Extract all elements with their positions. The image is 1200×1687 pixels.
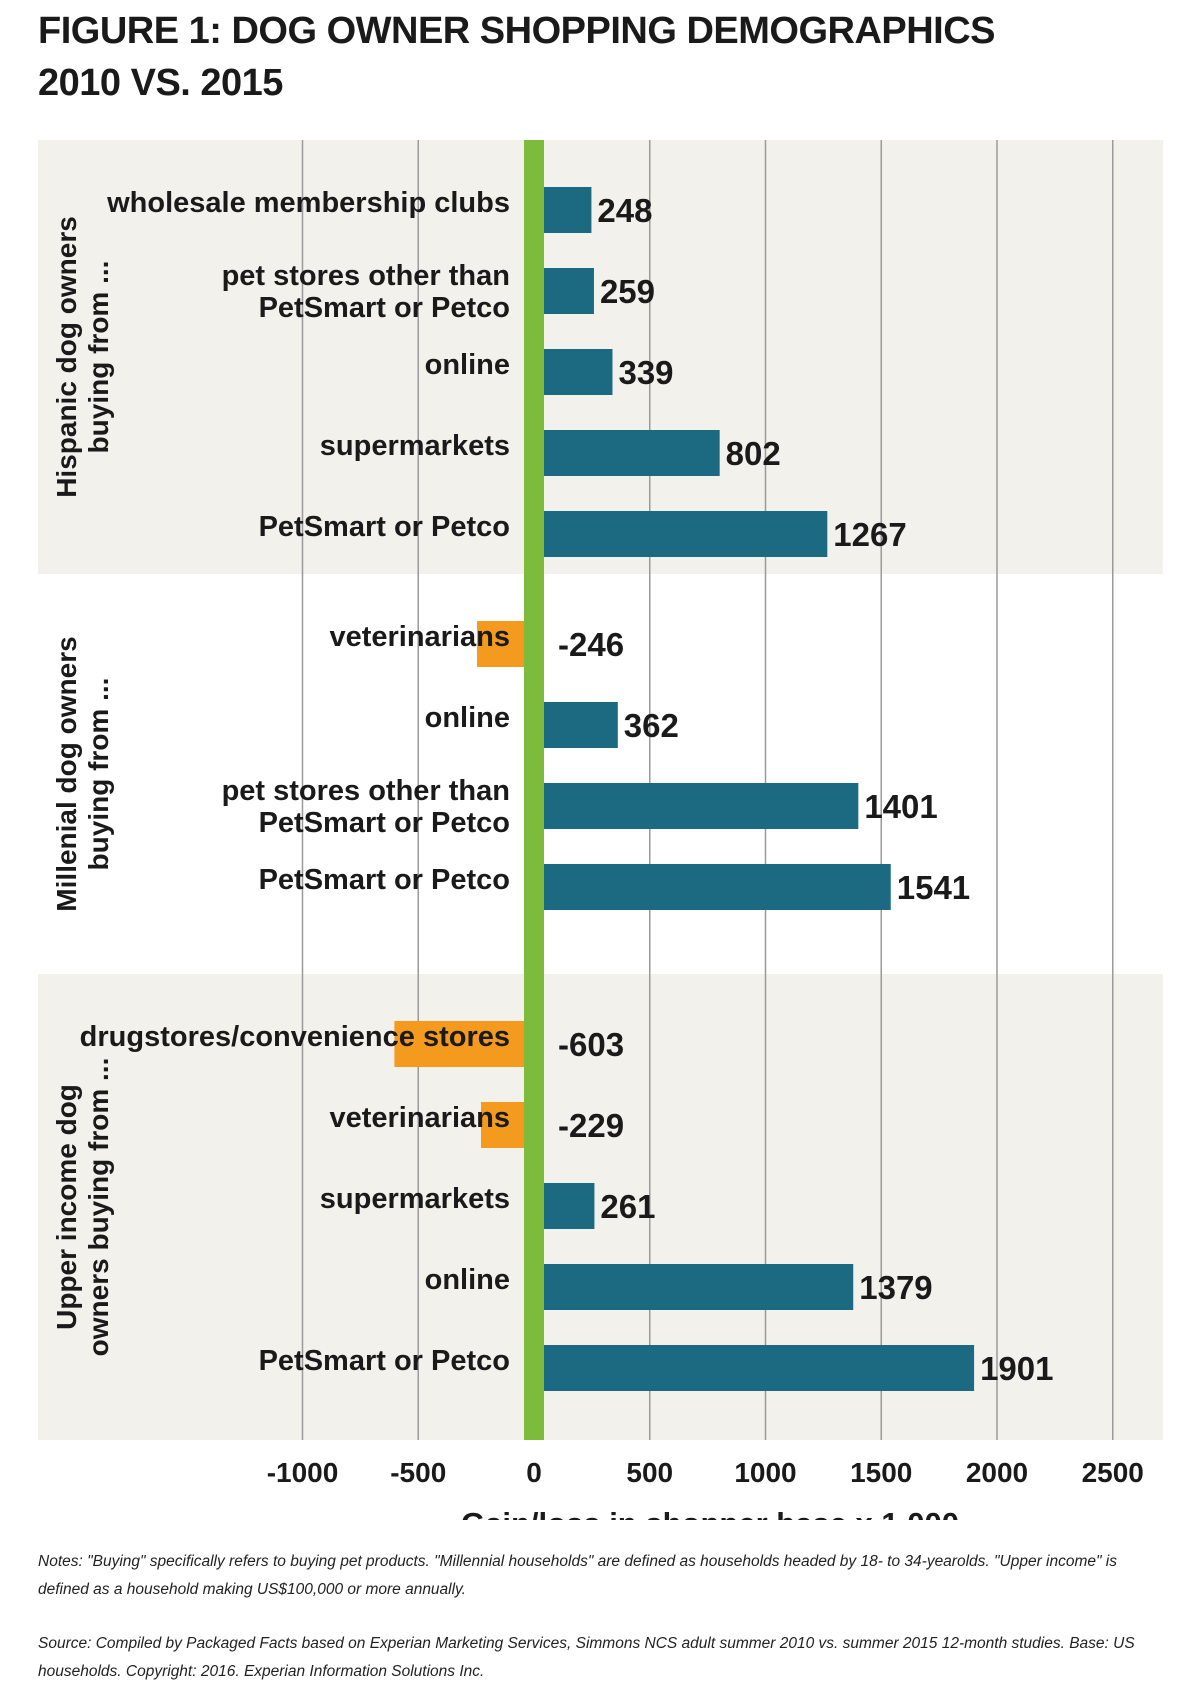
value-label-0-0: 248 — [597, 192, 652, 229]
value-label-2-4: 1901 — [980, 1350, 1053, 1387]
x-tick-label--1000: -1000 — [267, 1457, 339, 1488]
value-label-2-2: 261 — [600, 1188, 655, 1225]
value-label-2-0: -603 — [558, 1026, 624, 1063]
value-label-0-2: 339 — [618, 354, 673, 391]
bar-0-2 — [534, 349, 613, 395]
value-label-0-3: 802 — [726, 435, 781, 472]
x-tick-label-1500: 1500 — [850, 1457, 912, 1488]
bar-0-4 — [534, 511, 828, 557]
bar-2-0 — [394, 1021, 534, 1067]
chart-title-line-2: 2010 VS. 2015 — [38, 62, 283, 104]
value-label-2-1: -229 — [558, 1107, 624, 1144]
bar-1-3 — [534, 864, 891, 910]
value-label-1-1: 362 — [624, 707, 679, 744]
group-label-1: Millenial dog ownersbuying from ... — [51, 636, 114, 911]
x-tick-label-500: 500 — [626, 1457, 673, 1488]
bar-2-3 — [534, 1264, 854, 1310]
category-label-0-1: pet stores other than PetSmart or Petco — [222, 260, 510, 324]
zero-line — [524, 140, 544, 1440]
category-label-2-4: PetSmart or Petco — [259, 1345, 510, 1377]
x-axis-label: Gain/loss in shopper base x 1,000 — [461, 1506, 959, 1520]
category-label-2-2: supermarkets — [320, 1183, 510, 1215]
category-label-2-3: online — [425, 1264, 510, 1296]
value-label-1-0: -246 — [558, 626, 624, 663]
category-label-2-0: drugstores/convenience stores — [80, 1021, 510, 1053]
category-label-0-0: wholesale membership clubs — [106, 187, 510, 219]
group-label-0: Hispanic dog ownersbuying from ... — [51, 216, 114, 498]
bar-0-3 — [534, 430, 720, 476]
category-label-1-3: PetSmart or Petco — [259, 864, 510, 896]
x-tick-label-1000: 1000 — [734, 1457, 796, 1488]
value-label-0-4: 1267 — [833, 516, 906, 553]
value-label-0-1: 259 — [600, 273, 655, 310]
chart-title-line-1: FIGURE 1: DOG OWNER SHOPPING DEMOGRAPHIC… — [38, 10, 996, 52]
chart-notes: Notes: "Buying" specifically refers to b… — [38, 1553, 1118, 1598]
bar-chart: wholesale membership clubs 248 pet stores … — [38, 140, 1163, 1520]
bar-2-4 — [534, 1345, 975, 1391]
bar-1-2 — [534, 783, 859, 829]
category-label-2-1: veterinarians — [329, 1102, 510, 1134]
x-tick-label--500: -500 — [390, 1457, 446, 1488]
x-tick-label-2000: 2000 — [966, 1457, 1028, 1488]
category-label-1-1: online — [425, 702, 510, 734]
bar-2-2 — [534, 1183, 595, 1229]
value-label-1-3: 1541 — [897, 869, 970, 906]
value-label-1-2: 1401 — [864, 788, 937, 825]
category-label-0-3: supermarkets — [320, 430, 510, 462]
category-label-0-2: online — [425, 349, 510, 381]
category-label-0-4: PetSmart or Petco — [259, 511, 510, 543]
x-tick-label-2500: 2500 — [1082, 1457, 1144, 1488]
category-label-1-2: pet stores other than PetSmart or Petco — [222, 775, 510, 839]
bar-1-1 — [534, 702, 618, 748]
category-label-1-0: veterinarians — [329, 621, 510, 653]
chart-source: Source: Compiled by Packaged Facts based… — [38, 1635, 1135, 1680]
x-tick-label-0: 0 — [526, 1457, 542, 1488]
value-label-2-3: 1379 — [859, 1269, 932, 1306]
group-label-2: Upper income dogowners buying from ... — [51, 1058, 114, 1357]
